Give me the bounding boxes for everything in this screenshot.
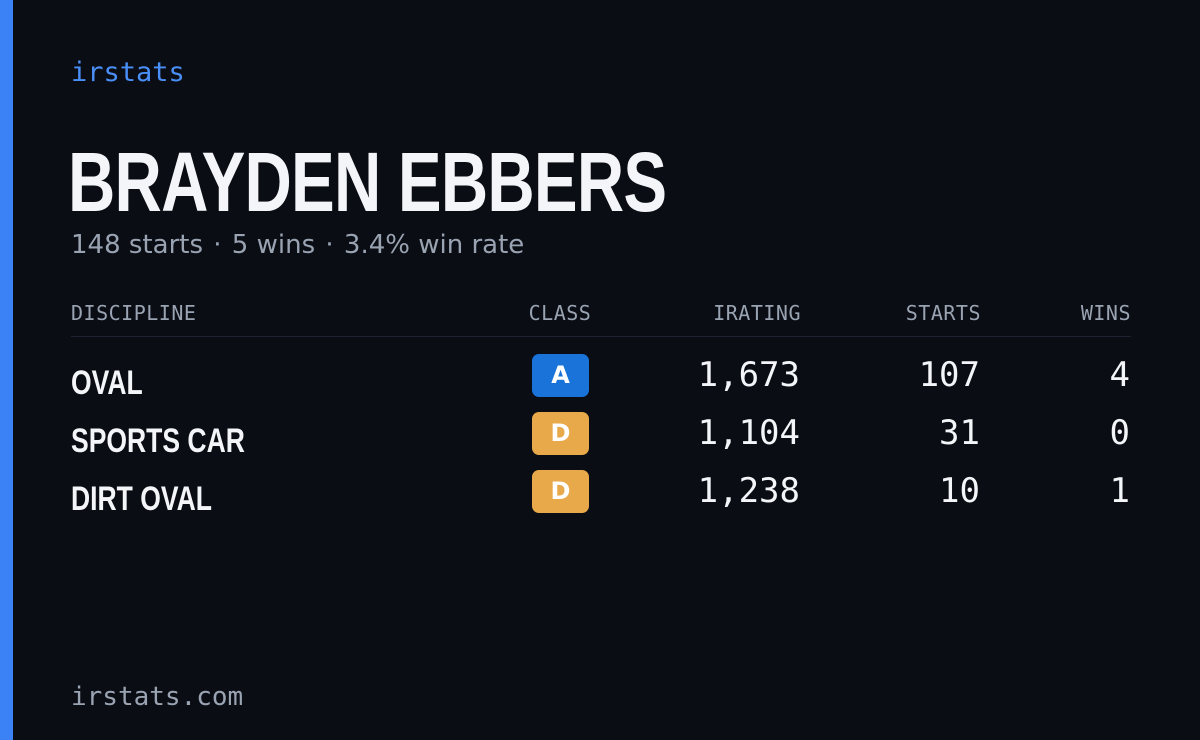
- discipline-name: SPORTS CAR: [71, 422, 245, 460]
- irating-value: 1,238: [697, 471, 800, 511]
- table-row: SPORTS CAR D 1,104 31 0: [71, 411, 1131, 469]
- accent-bar: [0, 0, 13, 740]
- discipline-stats-table: DISCIPLINE CLASS IRATING STARTS WINS OVA…: [71, 296, 1131, 527]
- wins-value: 1: [1109, 471, 1130, 511]
- header-wins: WINS: [1080, 301, 1131, 325]
- discipline-name: OVAL: [71, 364, 143, 402]
- table-row: OVAL A 1,673 107 4: [71, 353, 1131, 411]
- table-row: DIRT OVAL D 1,238 10 1: [71, 469, 1131, 527]
- summary-starts: 148 starts: [71, 230, 203, 260]
- header-irating: IRATING: [713, 301, 801, 325]
- discipline-name: DIRT OVAL: [71, 480, 212, 518]
- summary-wins: 5 wins: [231, 230, 316, 260]
- header-starts: STARTS: [905, 301, 981, 325]
- driver-summary: 148 starts · 5 wins · 3.4% win rate: [71, 228, 524, 262]
- starts-value: 107: [918, 355, 980, 395]
- table-body: OVAL A 1,673 107 4 SPORTS CAR D 1,104 31…: [71, 337, 1131, 527]
- class-badge: A: [532, 354, 589, 397]
- starts-value: 31: [939, 413, 980, 453]
- header-discipline: DISCIPLINE: [71, 301, 197, 325]
- header-class: CLASS: [528, 301, 592, 325]
- wins-value: 4: [1109, 355, 1130, 395]
- footer-site-url: irstats.com: [71, 682, 244, 712]
- irating-value: 1,673: [697, 355, 800, 395]
- summary-separator: ·: [325, 230, 334, 260]
- summary-win-rate: 3.4% win rate: [343, 230, 525, 260]
- class-badge: D: [532, 470, 589, 513]
- wins-value: 0: [1109, 413, 1130, 453]
- class-badge: D: [532, 412, 589, 455]
- driver-name: BRAYDEN EBBERS: [68, 135, 667, 229]
- irating-value: 1,104: [697, 413, 800, 453]
- brand-logo-text: irstats: [71, 57, 185, 88]
- table-header: DISCIPLINE CLASS IRATING STARTS WINS: [71, 296, 1131, 337]
- starts-value: 10: [939, 471, 980, 511]
- summary-separator: ·: [213, 230, 222, 260]
